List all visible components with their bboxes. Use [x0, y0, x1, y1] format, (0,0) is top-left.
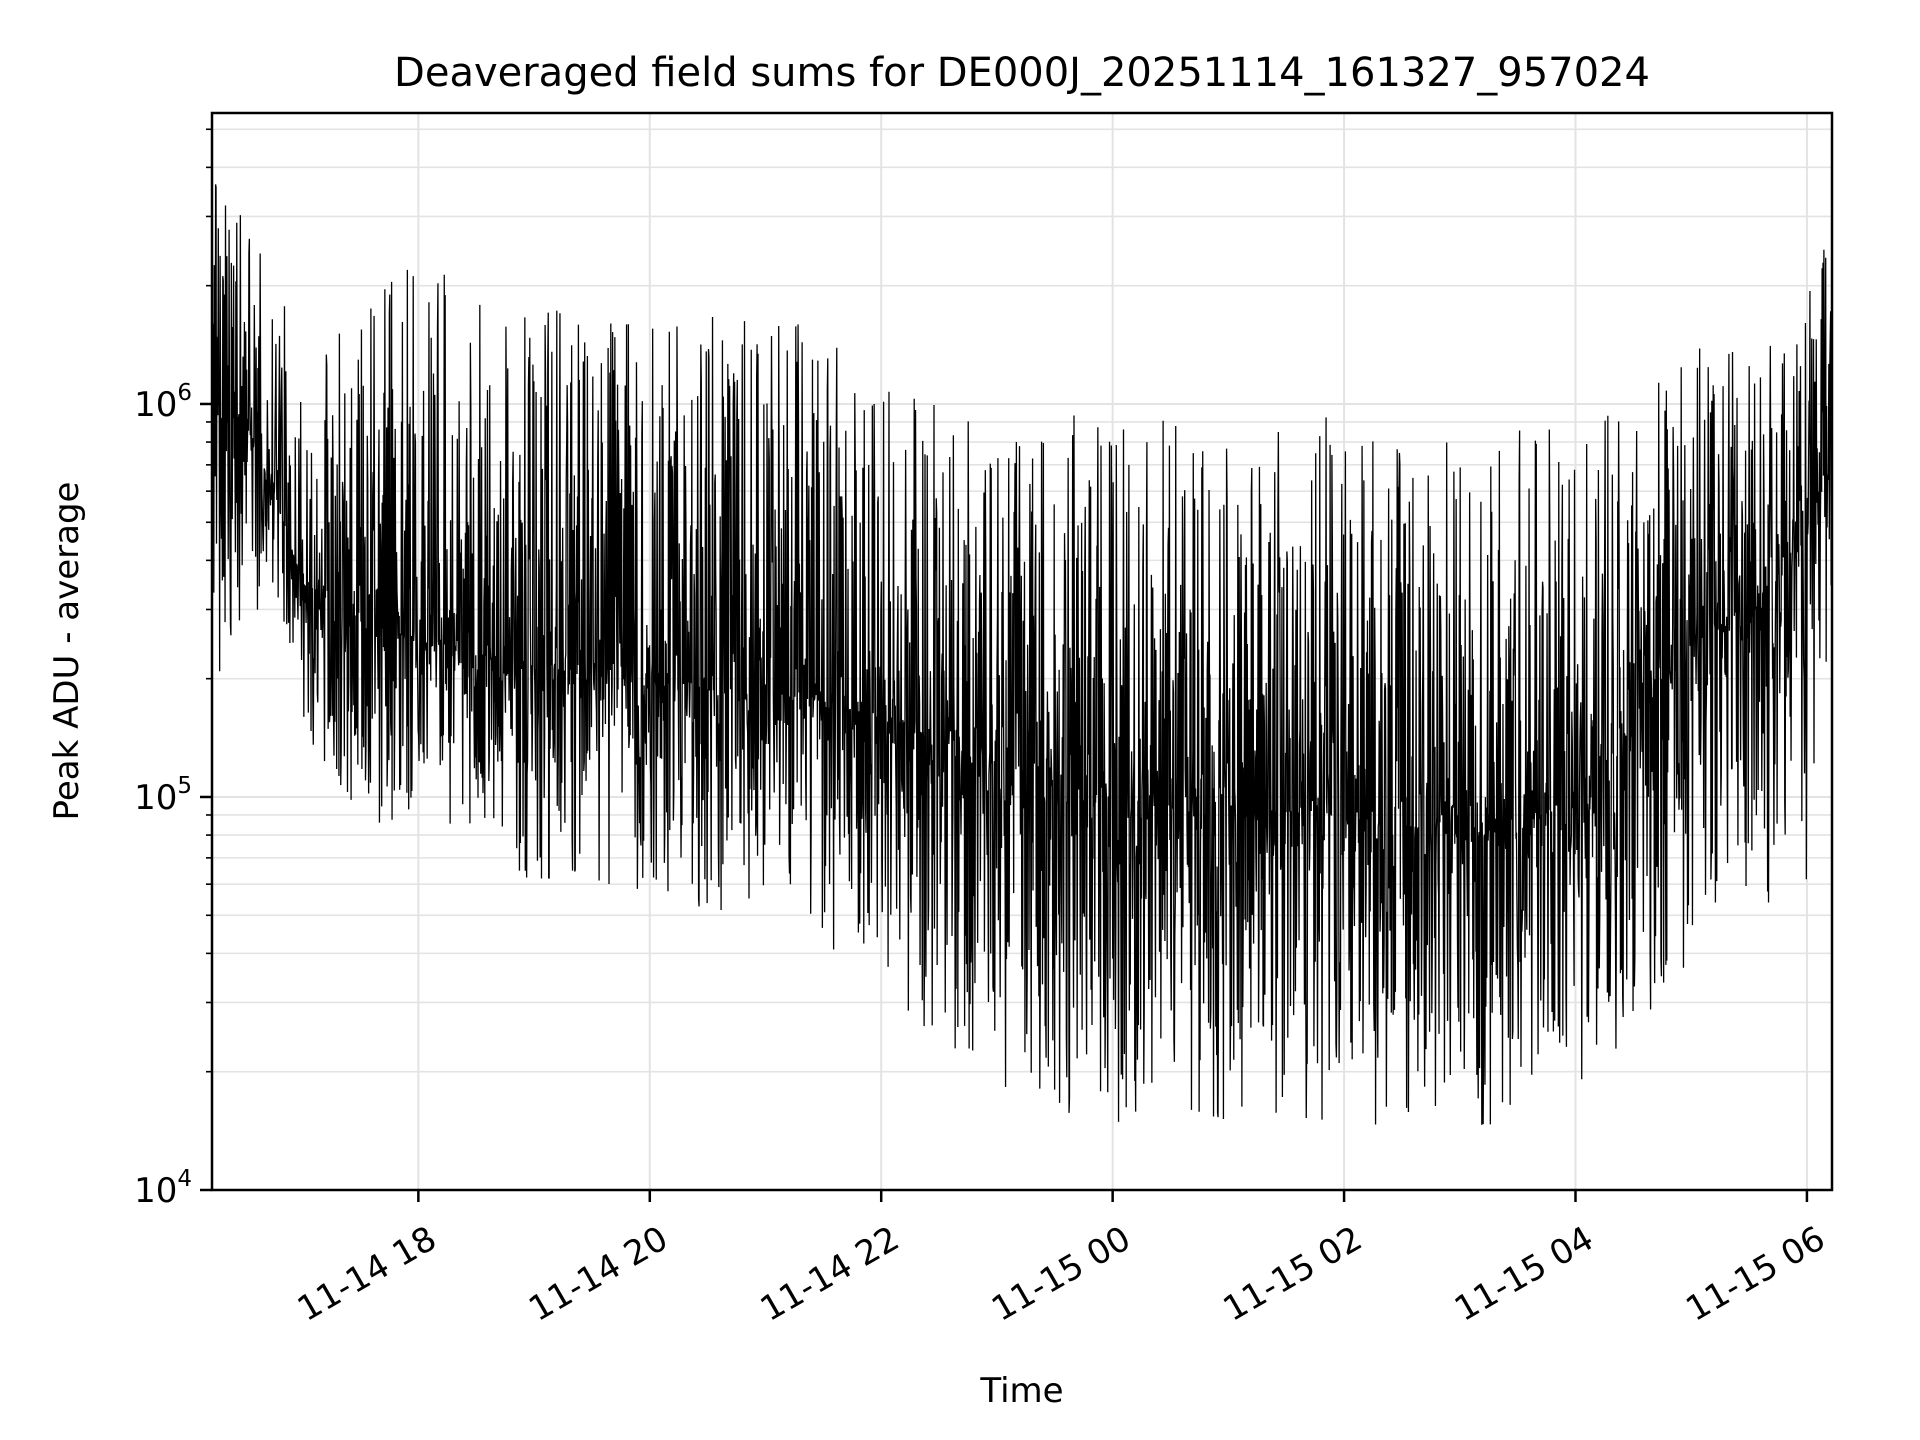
y-tick-label: 105: [134, 773, 192, 818]
y-axis-label: Peak ADU - average: [47, 482, 87, 821]
chart-title: Deaveraged field sums for DE000J_2025111…: [394, 50, 1650, 96]
y-axis: 104 105 106: [134, 128, 212, 1211]
x-axis-label: Time: [979, 1371, 1063, 1411]
y-tick-label: 104: [134, 1166, 192, 1211]
plot-frame: [210, 111, 1834, 1192]
series-line: [211, 184, 1833, 1125]
y-tick-label: 106: [134, 380, 192, 425]
data-trace: [211, 184, 1833, 1125]
